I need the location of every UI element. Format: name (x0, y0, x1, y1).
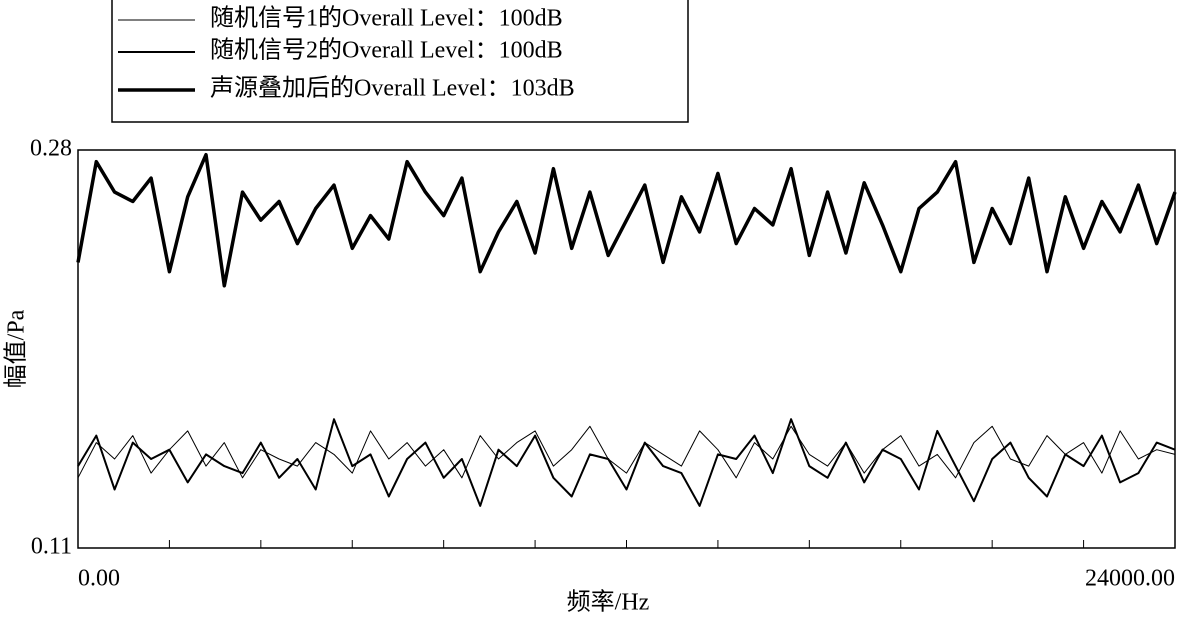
legend-box (111, 0, 689, 123)
y-tick-label: 0.28 (30, 136, 72, 162)
x-axis-label: 频率/Hz (567, 589, 650, 616)
series-line (77, 425, 1176, 479)
legend-label: 随机信号2的Overall Level：100dB (210, 37, 563, 64)
x-tick-label: 0.00 (78, 566, 120, 592)
x-tick-label: 24000.00 (1085, 566, 1175, 592)
series-line (76, 152, 1177, 288)
legend-label: 随机信号1的Overall Level：100dB (210, 5, 563, 32)
series-line (77, 418, 1176, 507)
y-axis-label: 幅值/Pa (3, 309, 30, 388)
y-tick-label: 0.11 (31, 534, 72, 560)
legend-label: 声源叠加后的Overall Level：103dB (210, 75, 575, 102)
